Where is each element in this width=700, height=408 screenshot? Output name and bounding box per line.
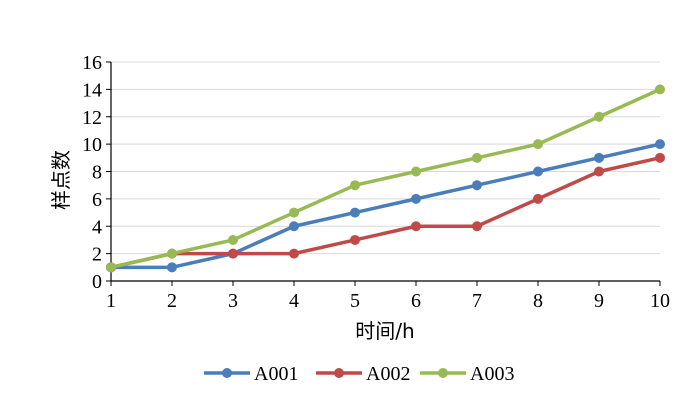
legend-label-A001: A001 bbox=[254, 363, 298, 385]
data-point-A001-7 bbox=[472, 180, 482, 191]
x-axis-title: 时间/h bbox=[355, 319, 414, 343]
y-tick-label-12: 12 bbox=[82, 107, 102, 129]
x-tick-label-5: 5 bbox=[350, 290, 360, 312]
data-point-A002-7 bbox=[472, 221, 482, 232]
legend-swatch-marker bbox=[334, 368, 344, 378]
x-tick-label-9: 9 bbox=[594, 290, 604, 312]
x-tick-label-2: 2 bbox=[167, 290, 177, 312]
data-point-A001-8 bbox=[533, 166, 543, 177]
x-tick-label-8: 8 bbox=[533, 290, 543, 312]
series-line-A001 bbox=[109, 142, 662, 270]
x-tick-labels: 1 2 3 4 5 6 7 8 9 10 bbox=[106, 290, 670, 312]
data-point-A001-6 bbox=[411, 193, 421, 204]
data-point-A003-10 bbox=[655, 84, 665, 95]
data-point-A003-8 bbox=[533, 139, 543, 150]
data-point-A001-10 bbox=[655, 139, 665, 150]
data-point-A003-5 bbox=[350, 180, 360, 191]
data-point-A003-6 bbox=[411, 166, 421, 177]
data-point-A002-10 bbox=[655, 152, 665, 163]
y-tick-label-6: 6 bbox=[92, 189, 102, 211]
data-point-A002-5 bbox=[350, 234, 360, 245]
series-A002 bbox=[106, 152, 665, 273]
legend-item-A003: A003 bbox=[420, 363, 514, 385]
x-tick-label-3: 3 bbox=[228, 290, 238, 312]
data-point-A003-2 bbox=[167, 248, 177, 259]
data-point-A003-9 bbox=[594, 111, 604, 122]
data-point-A002-3 bbox=[228, 248, 238, 259]
y-tick-label-4: 4 bbox=[92, 216, 102, 238]
data-point-A003-1 bbox=[106, 262, 116, 273]
legend: A001 A002 A003 bbox=[204, 363, 514, 385]
y-tick-label-2: 2 bbox=[92, 244, 102, 266]
legend-label-A003: A003 bbox=[470, 363, 514, 385]
series-line-A003 bbox=[109, 87, 662, 270]
series-lines bbox=[106, 84, 665, 273]
data-point-A001-5 bbox=[350, 207, 360, 218]
data-point-A001-2 bbox=[167, 262, 177, 273]
y-tick-labels: 0 2 4 6 8 10 12 14 16 bbox=[82, 52, 102, 293]
y-tick-label-8: 8 bbox=[92, 162, 102, 184]
legend-swatch-marker bbox=[222, 368, 232, 378]
y-axis-title: 样点数 bbox=[49, 150, 73, 210]
x-tick-label-6: 6 bbox=[411, 290, 421, 312]
data-point-A003-7 bbox=[472, 152, 482, 163]
legend-swatch-marker bbox=[438, 368, 448, 378]
y-tick-label-16: 16 bbox=[82, 52, 102, 74]
legend-label-A002: A002 bbox=[366, 363, 410, 385]
x-tick-label-4: 4 bbox=[289, 290, 299, 312]
y-tick-label-0: 0 bbox=[92, 271, 102, 293]
x-tick-label-7: 7 bbox=[472, 290, 482, 312]
x-tick-label-10: 10 bbox=[650, 290, 670, 312]
data-point-A002-4 bbox=[289, 248, 299, 259]
legend-item-A001: A001 bbox=[204, 363, 298, 385]
y-tick-label-10: 10 bbox=[82, 134, 102, 156]
series-line-A002 bbox=[109, 156, 662, 270]
data-point-A002-8 bbox=[533, 193, 543, 204]
data-point-A002-9 bbox=[594, 166, 604, 177]
y-tick-label-14: 14 bbox=[82, 79, 102, 101]
data-point-A001-4 bbox=[289, 221, 299, 232]
data-point-A003-4 bbox=[289, 207, 299, 218]
axes bbox=[106, 61, 661, 286]
legend-item-A002: A002 bbox=[316, 363, 410, 385]
series-A003 bbox=[106, 84, 665, 273]
gridlines bbox=[111, 61, 660, 255]
data-point-A003-3 bbox=[228, 234, 238, 245]
x-tick-label-1: 1 bbox=[106, 290, 116, 312]
data-point-A002-6 bbox=[411, 221, 421, 232]
data-point-A001-9 bbox=[594, 152, 604, 163]
